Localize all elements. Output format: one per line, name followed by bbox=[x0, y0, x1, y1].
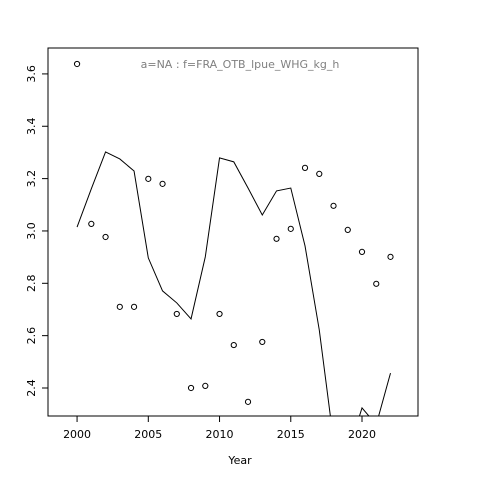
x-tick-label: 2005 bbox=[134, 428, 162, 441]
data-point bbox=[301, 164, 309, 171]
data-point bbox=[244, 398, 252, 405]
y-tick-label: 3.4 bbox=[25, 118, 38, 135]
data-point bbox=[344, 226, 351, 234]
data-point bbox=[202, 382, 209, 390]
data-point bbox=[73, 60, 81, 68]
data-point bbox=[173, 310, 180, 318]
plot-frame bbox=[47, 47, 419, 417]
data-point bbox=[145, 175, 152, 182]
chart-title: a=NA : f=FRA_OTB_lpue_WHG_kg_h bbox=[141, 58, 340, 71]
x-tick-label: 2020 bbox=[348, 428, 376, 441]
x-tick-label: 2010 bbox=[206, 428, 234, 441]
x-axis-label: Year bbox=[227, 454, 252, 467]
data-point bbox=[230, 341, 237, 349]
data-point bbox=[273, 235, 280, 242]
data-point bbox=[387, 253, 394, 260]
x-tick-label: 2015 bbox=[277, 428, 305, 441]
data-point bbox=[216, 310, 223, 318]
data-point bbox=[187, 384, 195, 392]
data-point bbox=[373, 280, 380, 287]
data-line bbox=[76, 151, 391, 416]
y-tick-label: 2.6 bbox=[25, 327, 38, 345]
data-point bbox=[330, 202, 337, 209]
data-point bbox=[116, 303, 123, 310]
x-tick-label: 2000 bbox=[63, 428, 91, 441]
y-tick-label: 2.4 bbox=[25, 379, 38, 397]
y-tick-label: 3.2 bbox=[25, 170, 38, 188]
data-point bbox=[88, 220, 95, 227]
data-point bbox=[130, 303, 138, 310]
plot-area bbox=[73, 60, 394, 416]
data-point bbox=[159, 180, 166, 187]
y-tick-label: 3.6 bbox=[25, 65, 38, 83]
y-tick-label: 2.8 bbox=[25, 275, 38, 293]
data-point bbox=[287, 225, 294, 232]
data-point bbox=[102, 233, 109, 241]
y-tick-label: 3.0 bbox=[25, 222, 38, 240]
data-point bbox=[259, 338, 266, 346]
data-point bbox=[316, 170, 323, 177]
data-point bbox=[358, 248, 366, 255]
